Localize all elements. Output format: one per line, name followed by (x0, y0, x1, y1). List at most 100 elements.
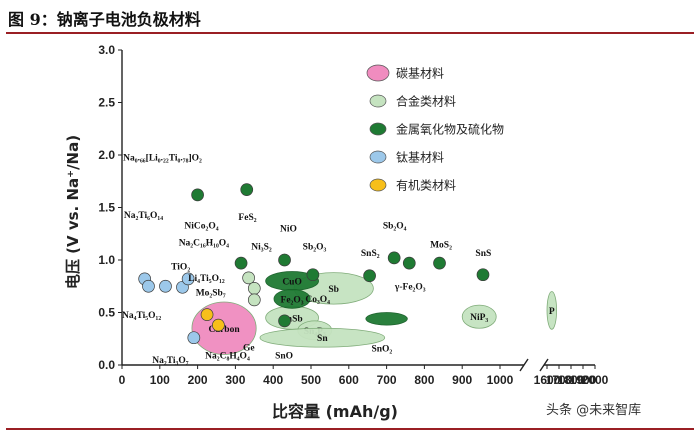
annotation-label: Na₂Ti₃O₇ (152, 356, 189, 366)
x-tick-label: 900 (452, 373, 472, 387)
annotation-label: Ni₃S₂ (251, 243, 272, 253)
point-titanate (142, 279, 155, 293)
point-oxide (278, 253, 291, 267)
point-alloy (247, 293, 261, 307)
annotation-label: Na₂Ti₆O₁₄ (124, 211, 163, 221)
annotation-label: Co₃O₄ (305, 295, 330, 305)
x-tick-label: 700 (377, 373, 397, 387)
point-organic (200, 308, 214, 321)
annotation-label: Sb₂O₃ (303, 243, 327, 253)
point-alloy (242, 271, 255, 285)
annotation-label: NiCo₂O₄ (184, 222, 218, 232)
annotation-label: SnS₂ (361, 249, 380, 259)
legend-label-titanate: 钛基材料 (396, 150, 444, 165)
labels-layer: Na₀.₆₆[Li₀.₂₂Ti₀.₇₈]O₂ Na₂Ti₆O₁₄ NiCo₂O₄ Fe… (122, 153, 491, 366)
x-tick-label: 1000 (487, 373, 514, 387)
point-oxide (476, 268, 490, 282)
x-tick-label: 2000 (582, 373, 609, 387)
annotation-label: SnO₂ (371, 344, 392, 354)
annotation-label: TiO₂ (171, 262, 190, 272)
annotation-label: Na₂C₁₆H₁₀O₄ (179, 238, 229, 248)
region-alloy (461, 304, 497, 329)
x-tick-label: 100 (150, 373, 170, 387)
x-tick-label: 1800 (558, 373, 585, 387)
y-axis-label: 电压 (V vs. Na⁺/Na) (64, 135, 82, 289)
annotation-label: Ge (243, 343, 255, 353)
region-label: SnSb (282, 314, 303, 324)
annotation-label: SnS (475, 249, 491, 259)
annotation-label: NiO (280, 225, 297, 235)
axes-layer: 0.0 0.5 1.0 1.5 2.0 2.5 3.0 0 100 200 300 400 500 600… (98, 43, 608, 387)
y-tick-label: 1.5 (98, 201, 115, 215)
legend-label-alloy: 合金类材料 (396, 94, 456, 109)
annotation-label: Na₀.₆₆[Li₀.₂₂Ti₀.₇₈]O₂ (123, 153, 202, 163)
point-titanate (187, 331, 201, 345)
region-label: CuO (282, 278, 302, 288)
axis-break-mark (519, 358, 529, 372)
legend-swatch-oxide (369, 122, 387, 136)
region-label: Carbon (208, 325, 240, 335)
x-axis-label: 比容量 (mAh/g) (272, 402, 398, 421)
legend-swatch-organic (369, 178, 387, 192)
region-oxide (365, 312, 408, 326)
point-oxide (363, 269, 376, 283)
point-oxide (234, 256, 248, 270)
annotation-label: Na₄Ti₅O₁₂ (122, 311, 161, 321)
y-tick-label: 3.0 (98, 43, 115, 57)
annotation-label: SnO (275, 352, 293, 362)
y-tick-label: 2.5 (98, 96, 115, 110)
x-tick-label: 300 (225, 373, 245, 387)
region-oxide (273, 288, 311, 309)
y-tick-label: 0.0 (98, 358, 115, 372)
region-label: NiP₃ (470, 313, 488, 323)
point-oxide (306, 268, 320, 282)
point-organic (212, 318, 225, 332)
point-titanate (181, 272, 195, 286)
point-oxide (240, 183, 254, 196)
legend-label-carbon: 碳基材料 (396, 67, 444, 81)
axis-break-mark (539, 358, 549, 372)
point-oxide (387, 251, 401, 265)
annotation-label: MoS₂ (430, 240, 452, 250)
region-alloy (259, 327, 386, 348)
point-alloy (247, 282, 261, 295)
region-label: Fe₂O₃ (281, 295, 304, 305)
figure-title: 图 9：钠离子电池负极材料 (8, 10, 201, 29)
legend-swatch-titanate (369, 150, 387, 164)
x-tick-label: 1900 (570, 373, 597, 387)
region-alloy (546, 291, 558, 330)
region-label: Sb (328, 285, 339, 295)
point-oxide (278, 314, 291, 328)
y-tick-label: 1.0 (98, 253, 115, 267)
point-oxide (433, 256, 446, 270)
legend-swatch-carbon (366, 64, 390, 82)
region-label: Sn (317, 334, 328, 344)
x-tick-label: 600 (339, 373, 359, 387)
x-tick-label: 200 (188, 373, 208, 387)
legend-label-oxide: 金属氧化物及硫化物 (396, 122, 504, 137)
y-tick-label: 0.5 (98, 306, 115, 320)
footer-rule (6, 428, 694, 430)
point-oxide (402, 256, 416, 270)
points-layer (138, 183, 490, 345)
annotation-label: Li₄Ti₅O₁₂ (188, 274, 225, 284)
x-tick-label: 0 (119, 373, 126, 387)
point-oxide (191, 188, 204, 202)
x-tick-label: 800 (414, 373, 434, 387)
annotation-label: γ-Fe₂O₃ (394, 282, 426, 292)
title-rule (6, 32, 694, 34)
regions-layer: CarbonSbSnSbSn₄P₃SnNiP₃PCuOFe₂O₃ (191, 271, 558, 355)
legend-label-organic: 有机类材料 (396, 179, 456, 193)
legend-swatch-alloy (369, 94, 387, 108)
annotation-label: FeS₂ (238, 213, 256, 223)
region-label: P (549, 307, 555, 317)
x-tick-label: 500 (301, 373, 321, 387)
point-titanate (159, 279, 172, 293)
x-tick-label: 1600 (534, 373, 561, 387)
watermark: 头条 @未来智库 (542, 398, 646, 419)
annotation-label: Sb₂O₄ (383, 222, 407, 232)
annotation-label: Na₂C₈H₄O₄ (205, 352, 250, 362)
x-tick-label: 400 (263, 373, 283, 387)
